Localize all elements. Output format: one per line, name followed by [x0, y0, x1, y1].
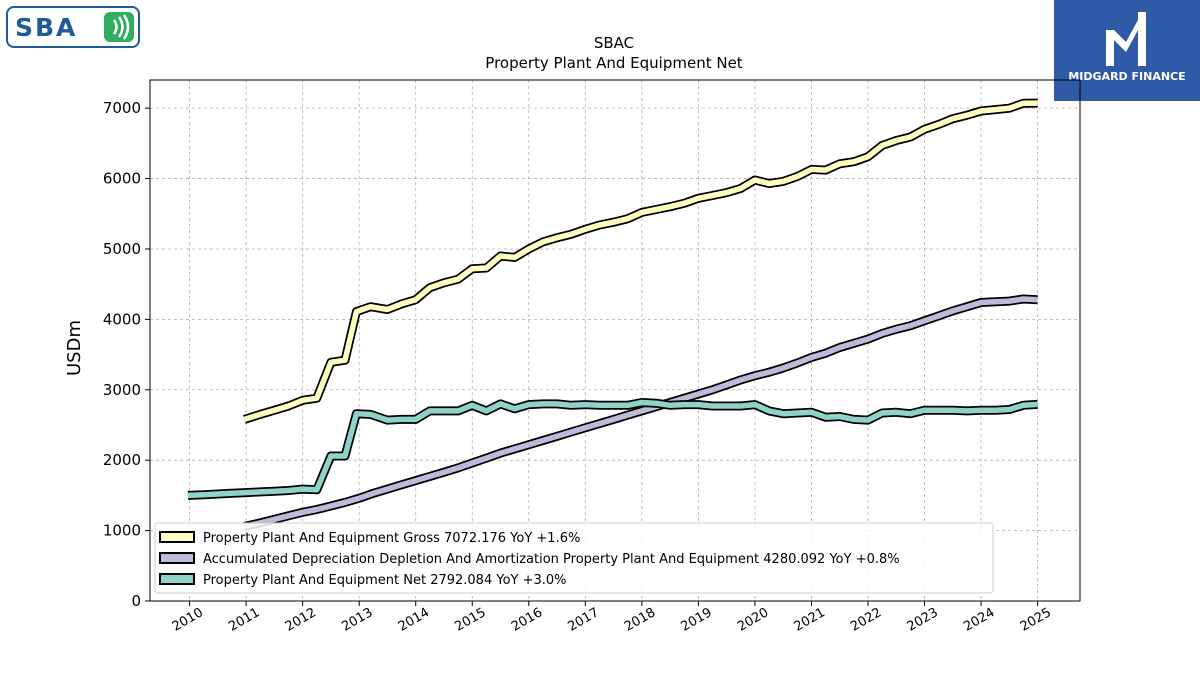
legend-swatch-1	[159, 552, 195, 564]
legend-swatch-2	[159, 573, 195, 585]
x-tick-label: 2017	[565, 605, 601, 635]
x-tick-label: 2010	[170, 605, 206, 635]
x-tick-label: 2020	[735, 605, 771, 635]
legend-label-2: Property Plant And Equipment Net 2792.08…	[203, 573, 567, 588]
signal-icon	[104, 12, 134, 42]
x-tick-label: 2016	[509, 605, 545, 635]
sba-logo: SBA	[6, 6, 140, 48]
x-tick-label: 2013	[339, 605, 375, 635]
y-tick-label: 1000	[103, 522, 141, 540]
x-tick-label: 2021	[792, 605, 828, 635]
chart-title: SBAC	[594, 34, 634, 52]
series-line-1	[243, 296, 1038, 530]
y-tick-label: 6000	[103, 170, 141, 188]
series-line-0	[243, 100, 1038, 423]
x-tick-label: 2011	[226, 605, 262, 635]
legend-swatch-0	[159, 531, 195, 543]
y-tick-label: 5000	[103, 240, 141, 258]
x-tick-label: 2012	[283, 605, 319, 635]
legend-label-1: Accumulated Depreciation Depletion And A…	[203, 552, 900, 567]
y-tick-label: 0	[131, 592, 141, 610]
midgard-emblem-icon	[1106, 12, 1146, 66]
x-tick-label: 2024	[961, 605, 997, 635]
x-tick-label: 2019	[679, 605, 715, 635]
series-line-outline-0	[243, 98, 1038, 424]
legend-box	[154, 522, 994, 594]
x-tick-label: 2022	[848, 605, 884, 635]
series-line-2	[187, 399, 1038, 499]
midgard-finance-logo: MIDGARD FINANCE	[1054, 0, 1200, 101]
y-tick-label: 4000	[103, 310, 141, 328]
legend-label-0: Property Plant And Equipment Gross 7072.…	[203, 531, 580, 546]
x-tick-label: 2018	[622, 605, 658, 635]
chart-subtitle: Property Plant And Equipment Net	[485, 54, 742, 72]
y-tick-label: 3000	[103, 381, 141, 399]
sba-logo-text: SBA	[15, 12, 78, 42]
y-axis-label: USDm	[64, 320, 85, 376]
x-tick-label: 2025	[1018, 605, 1054, 635]
x-tick-label: 2015	[452, 605, 488, 635]
series-lines	[187, 98, 1038, 531]
y-tick-label: 7000	[103, 99, 141, 117]
plot-frame	[149, 79, 1081, 602]
legend: Property Plant And Equipment Gross 7072.…	[154, 522, 994, 594]
x-tick-label: 2023	[905, 605, 941, 635]
x-tick-label: 2014	[396, 605, 432, 635]
midgard-finance-text: MIDGARD FINANCE	[1068, 70, 1186, 83]
y-tick-label: 2000	[103, 451, 141, 469]
